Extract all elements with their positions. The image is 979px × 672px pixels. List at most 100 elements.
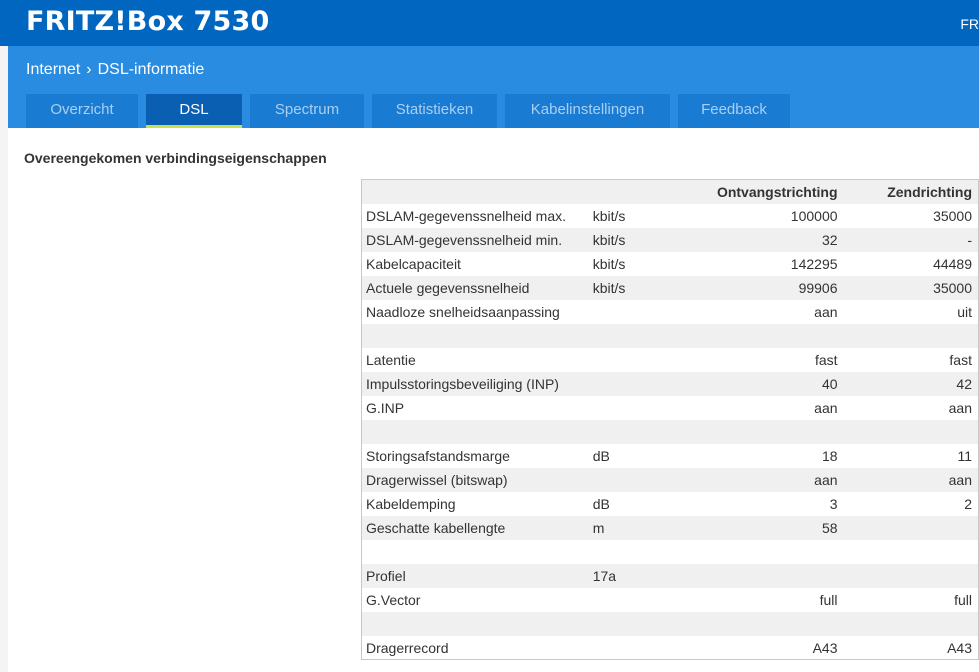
table-cell: kbit/s: [592, 208, 626, 224]
table-cell: Geschatte kabellengte: [366, 520, 506, 536]
table-cell: G.INP: [366, 400, 405, 416]
table-cell: full: [954, 592, 972, 608]
table-cell: [593, 420, 693, 444]
table-cell: [593, 396, 693, 420]
table-cell: [838, 516, 978, 540]
table-row: Naadloze snelheidsaanpassing aan uit: [362, 300, 978, 324]
table-cell: kbit/s: [592, 256, 626, 272]
table-cell: [593, 636, 693, 659]
table-cell: [693, 324, 837, 348]
table-cell: 32: [821, 232, 838, 248]
table-cell: G.Vector: [366, 592, 421, 608]
table-cell: aan: [948, 472, 972, 488]
breadcrumb-current: DSL-informatie: [97, 61, 205, 78]
table-cell: [593, 612, 693, 636]
tab-bar: Overzicht DSL Spectrum Statistieken Kabe…: [26, 94, 798, 128]
table-row: Kabelcapaciteit kbit/s 142295 44489: [362, 252, 978, 276]
table-cell: 11: [957, 448, 972, 464]
table-cell: DSLAM-gegevenssnelheid max.: [366, 208, 566, 224]
table-cell: 35000: [933, 208, 972, 224]
table-cell: m: [592, 520, 605, 536]
table-row: G.INP aan aan: [362, 396, 978, 420]
navigation-bar: Internet › DSL-informatie Overzicht DSL …: [8, 46, 979, 128]
tab-kabelinstellingen[interactable]: Kabelinstellingen: [505, 94, 670, 128]
table-cell: Naadloze snelheidsaanpassing: [366, 304, 560, 320]
table-cell: [838, 540, 978, 564]
breadcrumb: Internet › DSL-informatie: [26, 61, 204, 79]
section-title: Overeengekomen verbindingseigenschappen: [24, 150, 327, 166]
table-cell: A43: [812, 640, 838, 656]
table-cell: [593, 300, 693, 324]
tab-overzicht[interactable]: Overzicht: [26, 94, 138, 128]
table-cell: [362, 324, 593, 348]
table-cell: [362, 612, 593, 636]
tab-dsl[interactable]: DSL: [146, 94, 242, 128]
table-row: DSLAM-gegevenssnelheid max. kbit/s 100000 3…: [362, 204, 978, 228]
table-cell: [593, 324, 693, 348]
table-row: Storingsafstandsmarge dB 18 11: [362, 444, 978, 468]
table-cell: kbit/s: [592, 232, 626, 248]
table-row: Geschatte kabellengte m 58: [362, 516, 978, 540]
table-cell: [593, 372, 693, 396]
top-right-text[interactable]: FR: [960, 16, 979, 32]
table-cell: [693, 540, 837, 564]
table-cell: [593, 468, 693, 492]
table-cell: [593, 348, 693, 372]
table-cell: [693, 564, 837, 588]
table-row: DSLAM-gegevenssnelheid min. kbit/s 32 -: [362, 228, 978, 252]
table-cell: [593, 588, 693, 612]
table-cell: Actuele gegevenssnelheid: [366, 280, 530, 296]
top-bar: FRITZ!Box 7530 FR: [0, 0, 979, 46]
table-cell: 99906: [798, 280, 838, 296]
table-cell: aan: [814, 472, 838, 488]
table-cell: Kabeldemping: [366, 496, 456, 512]
table-row: Dragerwissel (bitswap) aan aan: [362, 468, 978, 492]
chevron-right-icon: ›: [86, 61, 92, 78]
table-row: G.Vector full full: [362, 588, 978, 612]
header-cell: Ontvangstrichting: [716, 184, 838, 200]
table-cell: 3: [829, 496, 838, 512]
table-cell: 58: [821, 520, 838, 536]
table-cell: 44489: [933, 256, 972, 272]
table-cell: Storingsafstandsmarge: [366, 448, 510, 464]
table-cell: Kabelcapaciteit: [366, 256, 461, 272]
table-cell: 100000: [790, 208, 838, 224]
table-cell: [693, 420, 837, 444]
dsl-properties-table: Ontvangstrichting Zendrichting DSLAM-geg…: [361, 179, 979, 660]
table-cell: aan: [948, 400, 972, 416]
table-cell: uit: [957, 304, 972, 320]
table-row: Kabeldemping dB 3 2: [362, 492, 978, 516]
table-cell: [838, 564, 978, 588]
table-cell: kbit/s: [592, 280, 626, 296]
table-row: [362, 324, 978, 348]
table-cell: [693, 612, 837, 636]
table-cell: Profiel: [366, 568, 406, 584]
table-cell: [838, 324, 978, 348]
table-row: Impulsstoringsbeveiliging (INP) 40 42: [362, 372, 978, 396]
table-row: Actuele gegevenssnelheid kbit/s 99906 35000: [362, 276, 978, 300]
table-cell: dB: [592, 448, 610, 464]
table-row: [362, 420, 978, 444]
table-cell: Dragerwissel (bitswap): [366, 472, 508, 488]
main-content: Overeengekomen verbindingseigenschappen …: [8, 128, 979, 672]
breadcrumb-root[interactable]: Internet: [26, 61, 81, 78]
table-cell: Impulsstoringsbeveiliging (INP): [366, 376, 559, 392]
table-cell: fast: [814, 352, 838, 368]
table-row: Latentie fast fast: [362, 348, 978, 372]
table-header-row: Ontvangstrichting Zendrichting: [362, 180, 978, 204]
brand-title: FRITZ!Box 7530: [26, 6, 270, 37]
table-cell: 42: [956, 376, 972, 392]
table-cell: 17a: [592, 568, 617, 584]
table-cell: [362, 540, 593, 564]
table-cell: 2: [964, 496, 972, 512]
tab-spectrum[interactable]: Spectrum: [250, 94, 364, 128]
tab-statistieken[interactable]: Statistieken: [372, 94, 497, 128]
table-cell: A43: [947, 640, 972, 656]
table-cell: aan: [814, 304, 838, 320]
table-cell: [362, 420, 593, 444]
tab-feedback[interactable]: Feedback: [678, 94, 790, 128]
table-cell: DSLAM-gegevenssnelheid min.: [366, 232, 563, 248]
table-row: Dragerrecord A43 A43: [362, 636, 978, 659]
table-cell: aan: [814, 400, 838, 416]
table-cell: dB: [592, 496, 610, 512]
